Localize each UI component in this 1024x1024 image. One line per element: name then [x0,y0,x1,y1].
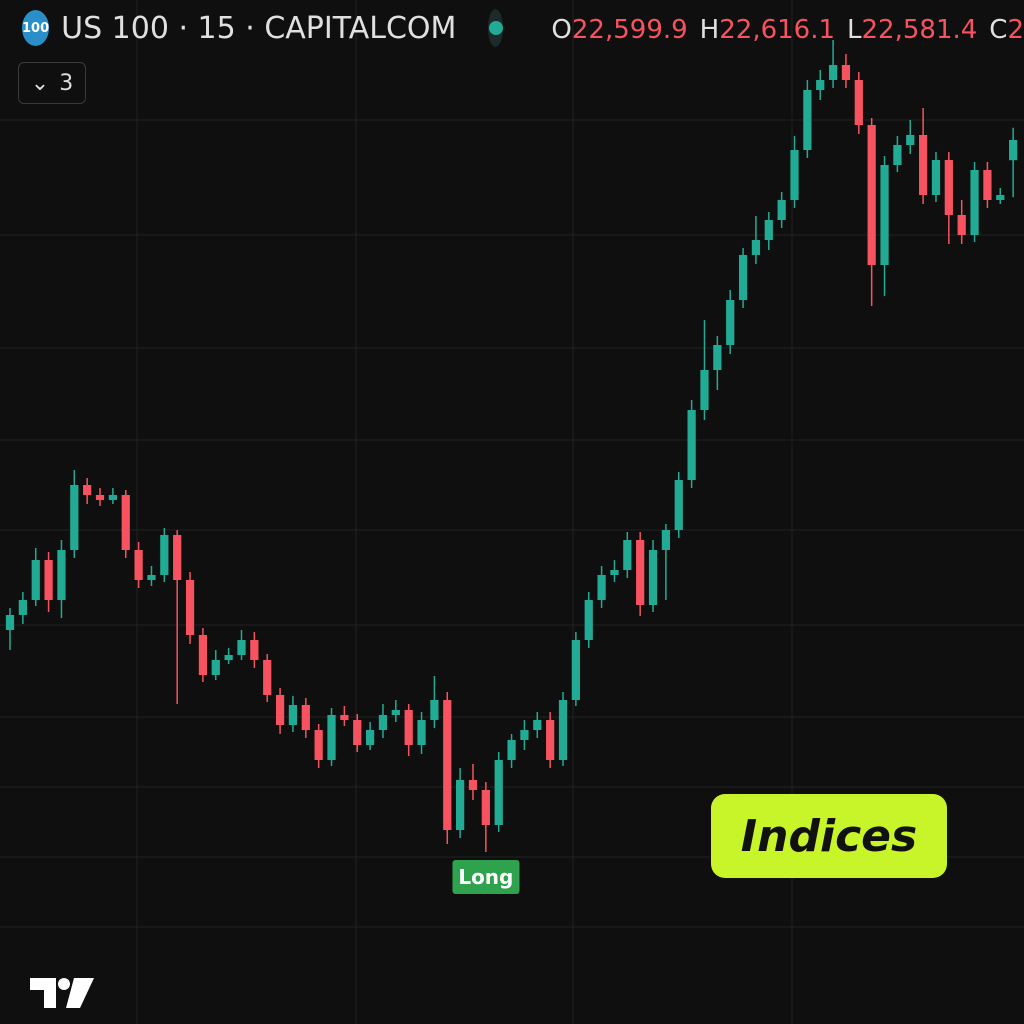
candle-body [713,345,722,370]
candle-body [571,640,580,700]
count: 3 [59,70,74,96]
candle-body [378,715,388,730]
candle-body [5,615,15,630]
header: 100 US 100 · 15 · CAPITALCOM O22,599.9 H2… [22,8,1024,48]
candle-body [121,495,130,550]
candle-body [288,705,298,725]
candle-body [185,580,195,635]
candle-body [738,255,748,300]
candle-body [841,65,851,80]
candle-body [610,570,619,575]
candle-body [147,575,156,580]
candle-body [674,480,683,530]
candle-body [944,160,953,215]
collapse-button[interactable]: ⌄ 3 [18,62,86,104]
candle-body [237,640,246,655]
candle-body [31,560,40,600]
candle-body [546,720,555,760]
annotation: Indices [711,794,947,878]
candle-body [481,790,490,825]
candle-body [173,535,182,580]
candle-body [443,700,452,830]
candle-body [790,150,799,200]
candle-body [417,720,426,745]
candle-body [636,540,645,605]
candle-body [468,780,478,790]
candle-body [931,160,941,195]
legend-key: L [847,14,862,45]
candle-body [854,80,863,125]
candle-body [391,710,400,715]
candle-body [520,730,529,740]
candle-body [456,780,465,830]
candle-body [996,195,1005,200]
legend-key: H [699,14,720,45]
candle-body [160,535,169,575]
candle-body [353,720,362,745]
candle-body [893,145,902,165]
candle-body [211,660,220,675]
candle-body [584,600,593,640]
candle-body [597,575,606,600]
candle-body [661,530,671,550]
candle-body [957,215,966,235]
candle-body [108,495,118,500]
candle-body [494,760,503,825]
candle-body [764,220,773,240]
candle-body [95,495,105,500]
candle-body [134,550,143,580]
symbol: US 100 · 15 · CAPITALCOM [61,10,457,46]
candle-body [314,730,323,760]
symbol-badge: 100 [22,10,50,46]
legend-key: C [989,14,1008,45]
candle-body [224,655,233,660]
signal-label: Long [452,860,520,894]
candle-body [250,640,259,660]
candle-body [880,165,889,265]
candle-body [983,170,992,200]
candle-body [533,720,542,730]
candle-body [44,560,53,600]
candle-body [828,65,838,80]
candle-body [726,300,735,345]
candle-body [301,705,310,730]
candle-body [816,80,825,90]
candle-body [57,550,66,600]
candle-body [340,715,349,720]
candle-body [700,370,709,410]
candle-body [263,660,272,695]
candle-body [275,695,285,725]
candle-body [687,410,696,480]
candle-body [648,550,658,605]
legend-value: 22,616.1 [719,14,836,45]
status-dot [488,9,504,47]
candle-body [365,730,375,745]
legend-key: O [551,14,572,45]
candle-body [18,600,27,615]
candle-body [623,540,632,570]
ohlc-legend: O22,599.9 H22,616.1 L22,581.4 C2 [539,11,1024,46]
candle-body [83,485,92,495]
candle-body [867,125,876,265]
candle-body [777,200,786,220]
tv-logo [30,978,94,1008]
candle-body [198,635,208,675]
candle-body [430,700,439,720]
candle-body [1009,140,1018,161]
legend-value: 22,581.4 [861,14,978,45]
candle-body [404,710,413,745]
candle-body [327,715,336,760]
candle-body [918,135,928,195]
candle-body [751,240,761,255]
candle-body [970,170,979,235]
candle-body [70,485,79,550]
candle-body [558,700,568,760]
legend-value: 2 [1007,14,1024,45]
candle-body [507,740,516,760]
candle-body [906,135,915,145]
legend-value: 22,599.9 [571,14,688,45]
candle-body [803,90,812,150]
